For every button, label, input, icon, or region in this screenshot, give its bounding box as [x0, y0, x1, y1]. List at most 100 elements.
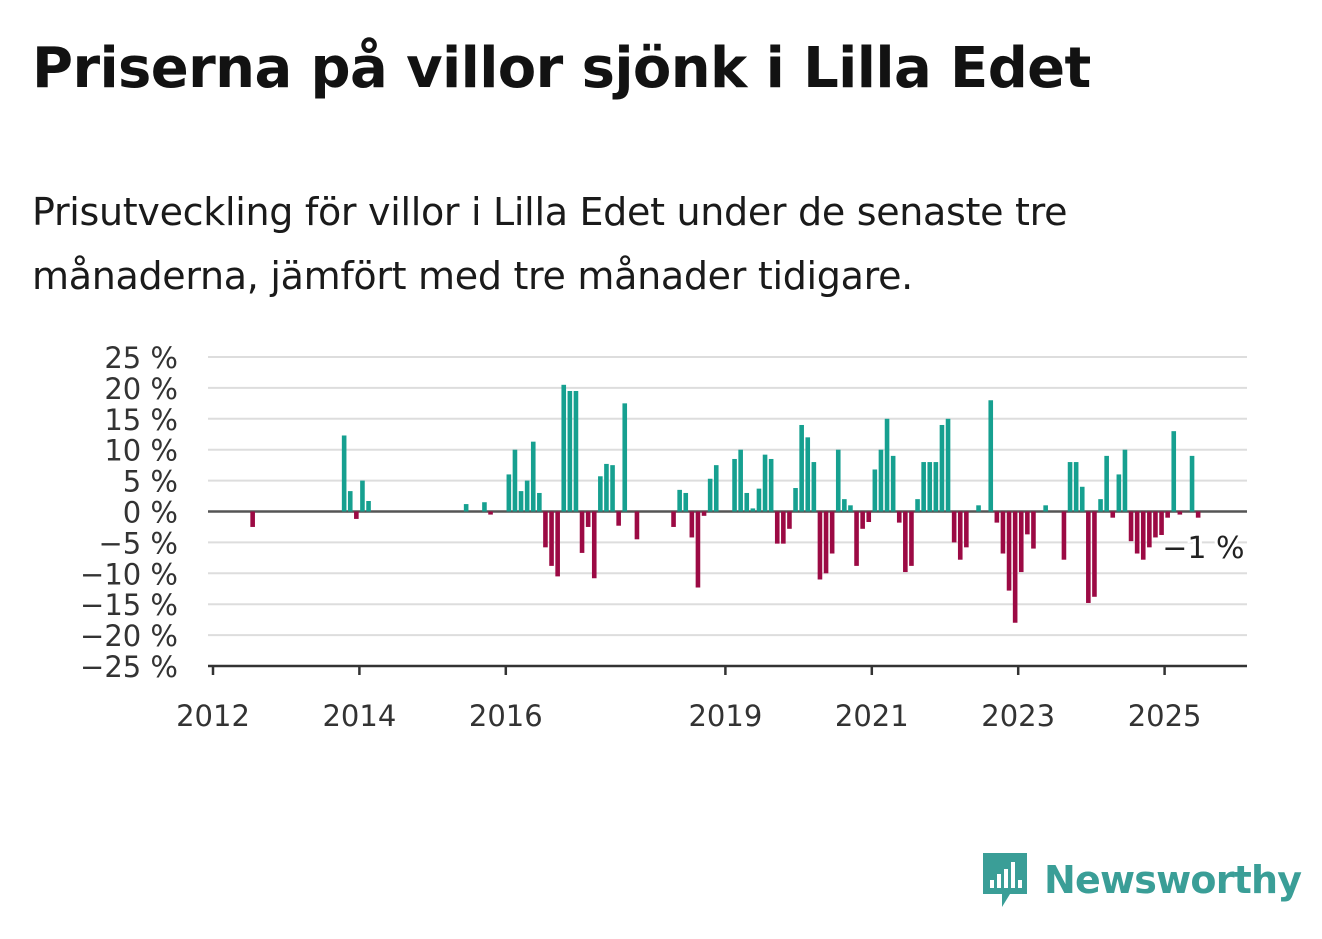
- bar: [366, 500, 371, 512]
- y-tick-label: −20 %: [80, 619, 178, 653]
- bar: [354, 511, 359, 519]
- last-value-label: −1 %: [1162, 531, 1244, 566]
- bar: [530, 441, 536, 512]
- bar-chart: −25 %−20 %−15 %−10 %−5 %0 %5 %10 %15 %20…: [80, 341, 1248, 733]
- bar: [573, 390, 579, 512]
- x-tick-label: 2016: [469, 699, 543, 733]
- newsworthy-logo-icon: [983, 853, 1027, 907]
- bar: [591, 511, 597, 579]
- bar: [939, 424, 945, 512]
- bar: [1159, 511, 1164, 535]
- bar: [823, 511, 829, 574]
- bar: [482, 502, 487, 512]
- bar: [1086, 511, 1091, 603]
- chart-title: Priserna på villor sjönk i Lilla Edet: [32, 36, 1091, 101]
- bar: [1195, 511, 1201, 518]
- bar: [909, 511, 914, 566]
- y-tick-label: 0 %: [123, 496, 178, 530]
- bar: [604, 463, 609, 512]
- bar: [250, 511, 255, 527]
- bar: [1104, 455, 1109, 512]
- bar: [854, 511, 859, 566]
- bar: [707, 478, 713, 512]
- bar: [634, 511, 640, 540]
- y-tick-label: −15 %: [80, 588, 178, 622]
- bar: [756, 488, 762, 512]
- bar: [1018, 511, 1024, 573]
- bar: [585, 511, 591, 527]
- bar: [579, 511, 585, 553]
- bar: [842, 499, 847, 512]
- bar: [976, 505, 981, 512]
- bar: [829, 511, 835, 554]
- y-tick-label: 25 %: [104, 341, 178, 375]
- bar: [1110, 511, 1116, 518]
- bar: [1012, 511, 1018, 623]
- bar: [1177, 511, 1183, 515]
- bar: [738, 449, 743, 512]
- bar: [567, 390, 573, 512]
- bar: [616, 511, 621, 526]
- bar: [848, 505, 853, 512]
- bar: [799, 424, 804, 512]
- grid-lines: [208, 356, 1247, 667]
- bars: [250, 384, 1201, 623]
- newsworthy-logo: Newsworthy: [980, 850, 1302, 910]
- bar: [622, 403, 628, 512]
- bar: [1000, 511, 1006, 554]
- bar: [1006, 511, 1012, 591]
- bar: [713, 465, 719, 512]
- bar: [1153, 511, 1158, 538]
- annotation: −1 %: [1159, 528, 1247, 569]
- bar: [1189, 455, 1195, 512]
- bar: [610, 465, 615, 512]
- bar: [341, 435, 347, 512]
- bar: [750, 508, 756, 512]
- bar: [817, 511, 823, 580]
- bar: [805, 437, 811, 512]
- x-tick-label: 2012: [176, 699, 250, 733]
- bar: [860, 511, 865, 529]
- bar: [701, 511, 707, 516]
- bar: [872, 469, 878, 512]
- bar: [732, 458, 737, 512]
- bar: [915, 499, 920, 512]
- bar: [1043, 505, 1048, 512]
- y-tick-label: −10 %: [80, 557, 178, 591]
- bar: [671, 511, 676, 527]
- brand-name: Newsworthy: [1044, 858, 1302, 902]
- y-tick-label: 20 %: [104, 372, 178, 406]
- bar: [561, 384, 567, 512]
- bar: [896, 511, 902, 523]
- bar: [951, 511, 957, 543]
- bar: [988, 400, 994, 512]
- y-tick-label: 15 %: [104, 403, 178, 437]
- y-tick-label: 5 %: [123, 465, 178, 499]
- bar: [1122, 449, 1128, 512]
- bar: [543, 511, 548, 548]
- bar: [1067, 462, 1073, 512]
- bar: [1116, 474, 1122, 512]
- bar: [957, 511, 963, 560]
- bar: [488, 511, 493, 515]
- y-tick-label: 10 %: [104, 434, 178, 468]
- bar: [347, 491, 353, 512]
- y-axis: −25 %−20 %−15 %−10 %−5 %0 %5 %10 %15 %20…: [80, 341, 178, 684]
- bar: [878, 449, 884, 512]
- bar: [695, 511, 701, 588]
- bar: [463, 504, 469, 512]
- bar: [555, 511, 560, 577]
- bar: [835, 449, 841, 512]
- bar: [921, 462, 926, 512]
- bar: [1098, 499, 1103, 512]
- bar: [793, 488, 798, 512]
- x-tick-label: 2025: [1128, 699, 1202, 733]
- bar: [512, 449, 518, 512]
- bar: [744, 492, 750, 512]
- bar: [903, 511, 908, 573]
- bar: [1079, 486, 1085, 512]
- bar: [781, 511, 786, 544]
- bar: [866, 511, 872, 523]
- bar: [524, 480, 530, 512]
- bar: [768, 458, 774, 512]
